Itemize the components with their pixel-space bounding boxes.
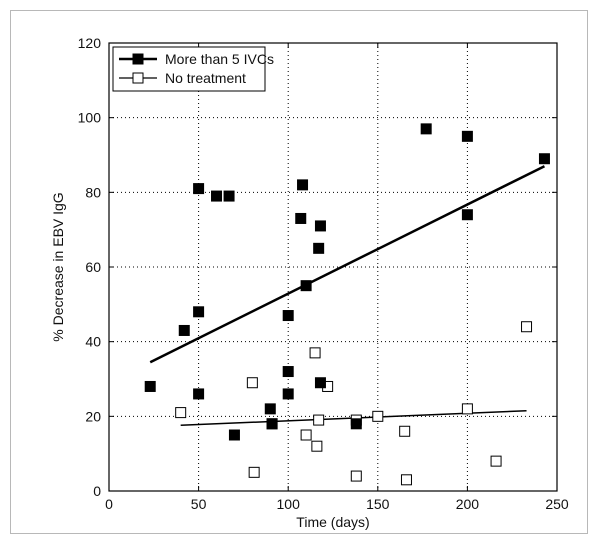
data-point — [420, 123, 432, 135]
data-point — [223, 190, 235, 202]
data-point — [300, 429, 312, 441]
x-axis-label: Time (days) — [296, 514, 369, 530]
data-point — [246, 377, 258, 389]
y-tick-label: 0 — [93, 483, 101, 499]
data-point — [211, 190, 223, 202]
data-point — [313, 414, 325, 426]
y-tick-label: 40 — [85, 334, 101, 350]
data-point — [350, 418, 362, 430]
data-point — [372, 410, 384, 422]
legend-label: No treatment — [165, 70, 246, 86]
data-point — [399, 425, 411, 437]
data-point — [311, 440, 323, 452]
data-point — [538, 153, 550, 165]
y-tick-label: 20 — [85, 408, 101, 424]
data-point — [248, 466, 260, 478]
y-tick-label: 60 — [85, 259, 101, 275]
data-point — [300, 280, 312, 292]
data-point — [144, 380, 156, 392]
data-points — [144, 123, 550, 486]
data-point — [282, 366, 294, 378]
y-tick-label: 80 — [85, 184, 101, 200]
trendlines — [149, 165, 546, 427]
legend: More than 5 IVCs No treatment — [112, 46, 274, 92]
x-tick-label: 250 — [545, 496, 569, 512]
data-point — [193, 388, 205, 400]
y-tick-label: 100 — [78, 110, 102, 126]
grid — [109, 43, 557, 491]
data-point — [461, 403, 473, 415]
data-point — [461, 209, 473, 221]
legend-swatch-marker — [132, 72, 144, 84]
data-point — [297, 179, 309, 191]
data-point — [193, 306, 205, 318]
data-point — [295, 212, 307, 224]
x-tick-label: 0 — [105, 496, 113, 512]
data-point — [175, 407, 187, 419]
data-point — [461, 130, 473, 142]
scatter-chart: 0 50 100 150 200 250 0 20 40 60 80 100 120 Time (da… — [50, 35, 569, 530]
legend-swatch-marker — [132, 53, 144, 65]
data-point — [350, 470, 362, 482]
x-tick-label: 200 — [456, 496, 480, 512]
x-tick-labels: 0 50 100 150 200 250 — [105, 496, 569, 512]
data-point — [228, 429, 240, 441]
axis-ticks — [108, 42, 558, 492]
data-point — [282, 388, 294, 400]
data-point — [264, 403, 276, 415]
data-point — [400, 474, 412, 486]
data-point — [309, 347, 321, 359]
trendline — [149, 165, 546, 364]
data-point — [521, 321, 533, 333]
x-tick-label: 50 — [191, 496, 207, 512]
data-point — [490, 455, 502, 467]
figure-frame: 0 50 100 150 200 250 0 20 40 60 80 100 120 Time (da… — [10, 10, 588, 534]
legend-label: More than 5 IVCs — [165, 51, 274, 67]
data-point — [266, 418, 278, 430]
x-tick-label: 100 — [277, 496, 301, 512]
data-point — [314, 220, 326, 232]
data-point — [178, 324, 190, 336]
x-tick-label: 150 — [366, 496, 390, 512]
data-point — [282, 310, 294, 322]
y-axis-label: % Decrease in EBV IgG — [50, 192, 66, 341]
data-point — [193, 183, 205, 195]
data-point — [314, 377, 326, 389]
data-point — [313, 242, 325, 254]
y-tick-label: 120 — [78, 35, 102, 51]
y-tick-labels: 0 20 40 60 80 100 120 — [78, 35, 102, 499]
